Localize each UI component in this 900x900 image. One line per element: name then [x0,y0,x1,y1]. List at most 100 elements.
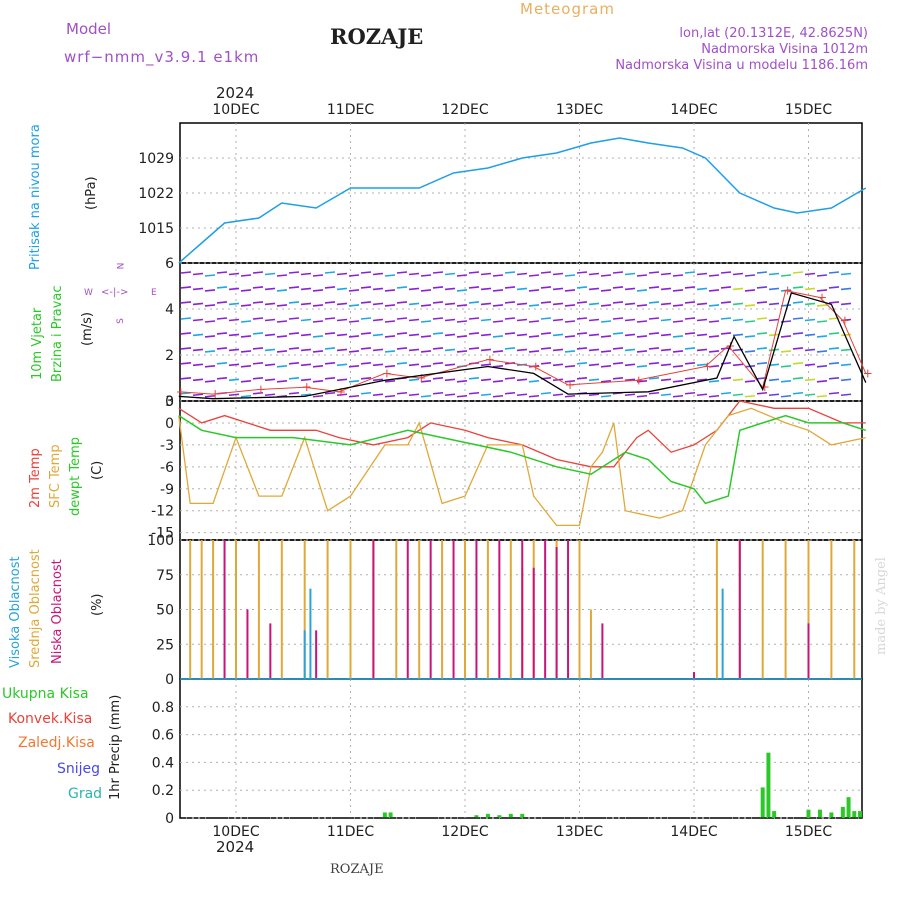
wind-barb [504,317,516,320]
wind-barb [576,347,588,350]
wind-barb [600,304,612,307]
wind-barb [684,271,696,274]
wind-barb [768,302,780,306]
wind-barb [360,332,372,335]
wind-barb [492,365,504,368]
wind-barb [840,393,852,397]
wind-rose-s: S [115,318,126,324]
wind-rose-e: E [151,288,157,298]
wind-barb [420,320,432,323]
wind-barb [552,393,564,397]
wind-barb [408,318,420,322]
wind-barb [528,380,540,383]
wind-barb [696,302,708,306]
wind-barb [204,380,216,383]
wind-barb [228,287,240,291]
wind-barb [420,274,432,277]
wind-barb [648,391,660,395]
wind-barb [576,317,588,320]
wind-barb [408,272,420,276]
wind-barb [360,377,372,380]
wind-barb [384,350,396,353]
wind-barb [816,320,828,323]
wind-barb [348,289,360,292]
wind-barb [504,271,516,274]
wind-barb [396,347,408,350]
wind-barb [252,301,264,304]
wind-barb [240,350,252,353]
gust-marker-17: + [863,366,873,380]
wind-barb [192,333,204,337]
wind-barb [324,362,336,365]
wind-barb [348,335,360,338]
wind-barb [744,335,756,338]
wind-barb [204,335,216,338]
wind-barb [744,320,756,323]
wind-barb [552,333,564,337]
wind-barb [588,287,600,291]
wind-barb [204,289,216,292]
wind-barb [624,378,636,382]
wind-barb [192,302,204,306]
wind-barb [660,333,672,337]
wind-barb [708,394,720,398]
gust-line [178,290,867,395]
tick-label-2-2: -9 [160,482,174,498]
wind-barb [780,335,792,338]
wind-label-2: Brzina i Pravac [50,285,65,382]
wind-barb [468,377,480,380]
wind-barb [372,348,384,352]
wind-barb [600,394,612,398]
wind-barb [636,289,648,292]
wind-barb [612,286,624,289]
wind-barb [552,348,564,352]
wind-barb [756,271,768,274]
wind-rose-axis: <-|-> [101,287,129,298]
wind-barb [504,332,516,335]
wind-barb [528,394,540,398]
wind-barb [312,380,324,383]
legend-snijeg: Snijeg [57,761,101,777]
wind-barb [480,287,492,291]
wind-barb [276,350,288,353]
wind-barb [720,271,732,274]
wind-barb [732,333,744,337]
wind-barb [216,286,228,289]
precip-bar-7 [760,787,765,818]
wind-barb [660,348,672,352]
wind-barb [456,320,468,323]
wind-barb [516,287,528,291]
tick-label-0-1: 1022 [138,186,174,202]
wind-barb [600,320,612,323]
wind-barb [744,304,756,307]
wind-barb [468,317,480,320]
wind-barb [684,286,696,289]
wind-barb [456,380,468,383]
wind-barb [756,301,768,304]
tick-label-0-0: 1015 [138,221,174,237]
wind-barb [552,318,564,322]
wind-barb [396,286,408,289]
wind-barb [192,348,204,352]
wind-barb [588,318,600,322]
wind-barb [372,363,384,367]
wind-barb [264,302,276,306]
panel-frame-4 [179,678,863,819]
temp-label-sfc: SFC Temp [48,444,63,508]
wind-unit: (m/s) [80,312,95,346]
tick-label-2-4: -3 [160,438,174,454]
wind-barb [300,348,312,352]
wind-barb [300,318,312,322]
tick-label-2-6: 3 [165,394,174,410]
wind-barb [780,304,792,307]
tick-label-3-4: 100 [147,533,174,549]
wind-barb [648,301,660,304]
precip-bar-0 [382,812,387,818]
wind-barb [492,304,504,307]
legend-konvek: Konvek.Kisa [8,711,93,727]
wind-barb [828,391,840,395]
wind-barb [612,362,624,365]
wind-barb [720,391,732,395]
wind-barb [672,394,684,398]
wind-barb [492,335,504,338]
